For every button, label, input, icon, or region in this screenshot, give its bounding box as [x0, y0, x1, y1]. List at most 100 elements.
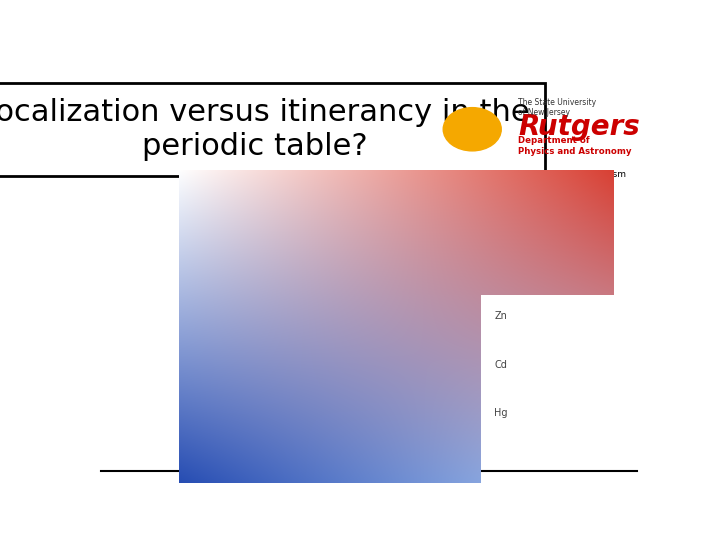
Text: Hf: Hf [266, 408, 277, 418]
Text: Nd: Nd [287, 215, 300, 225]
Text: Pm: Pm [311, 215, 327, 225]
Text: La: La [210, 215, 221, 225]
Text: W: W [325, 408, 336, 418]
Text: Er: Er [495, 215, 505, 225]
Text: Ba: Ba [209, 408, 222, 418]
Text: Sr: Sr [210, 360, 220, 369]
Wedge shape [472, 102, 505, 129]
Text: Mo: Mo [323, 360, 338, 369]
Wedge shape [449, 129, 472, 161]
Wedge shape [460, 129, 472, 163]
Text: Magnetism: Magnetism [563, 170, 626, 196]
Text: Rh: Rh [411, 360, 425, 369]
Text: Fe: Fe [383, 312, 395, 321]
Text: No: No [546, 263, 559, 273]
Text: Ta: Ta [296, 408, 307, 418]
Text: Tm: Tm [519, 215, 534, 225]
Text: Re: Re [354, 408, 366, 418]
Text: Pa: Pa [261, 263, 273, 273]
Text: Cm: Cm [389, 263, 405, 273]
Text: Gd: Gd [390, 215, 404, 225]
Text: Ho: Ho [468, 215, 481, 225]
Text: Tc: Tc [355, 360, 364, 369]
Text: Au: Au [468, 408, 481, 418]
Text: Cr: Cr [325, 312, 336, 321]
Text: Nb: Nb [294, 360, 308, 369]
Wedge shape [472, 129, 515, 146]
Text: Rutgers: Rutgers [518, 113, 640, 141]
Text: Th: Th [235, 263, 248, 273]
Text: Es: Es [469, 263, 480, 273]
Text: 3d: 3d [184, 312, 196, 321]
Wedge shape [428, 129, 472, 143]
Wedge shape [472, 96, 484, 129]
Text: Bk: Bk [417, 263, 429, 273]
Text: 5f: 5f [184, 263, 194, 273]
Text: Os: Os [382, 408, 395, 418]
Text: Ru: Ru [382, 360, 395, 369]
Wedge shape [440, 129, 472, 156]
Text: Y: Y [240, 360, 246, 369]
Text: Sm: Sm [337, 215, 353, 225]
Text: Lu: Lu [572, 215, 584, 225]
Text: Hg: Hg [494, 408, 508, 418]
Text: Dy: Dy [442, 215, 456, 225]
Text: Ag: Ag [468, 360, 481, 369]
Circle shape [444, 107, 501, 151]
Text: Mn: Mn [352, 312, 367, 321]
Wedge shape [436, 105, 472, 129]
Wedge shape [430, 112, 472, 129]
Text: Localization versus itinerancy in the
periodic table?: Localization versus itinerancy in the pe… [0, 98, 530, 160]
Text: Zr: Zr [267, 360, 277, 369]
Text: Tb: Tb [417, 215, 429, 225]
Text: Ir: Ir [415, 408, 421, 418]
Text: Partially filled shell: Partially filled shell [354, 178, 440, 187]
Wedge shape [426, 129, 472, 134]
Text: Lu: Lu [237, 408, 248, 418]
Wedge shape [472, 125, 518, 129]
Wedge shape [472, 116, 516, 129]
Wedge shape [472, 129, 500, 159]
Text: Ac: Ac [210, 263, 221, 273]
Text: Eu: Eu [365, 215, 377, 225]
Wedge shape [472, 129, 478, 163]
Text: Cu: Cu [468, 312, 481, 321]
Text: 4f: 4f [185, 215, 194, 225]
Text: Superconductivity: Superconductivity [254, 441, 337, 464]
Text: Np: Np [312, 263, 326, 273]
Wedge shape [444, 100, 472, 129]
Wedge shape [472, 129, 490, 162]
Text: Sc: Sc [237, 312, 248, 321]
Text: Ca: Ca [209, 312, 222, 321]
Text: The State University
of New Jersey: The State University of New Jersey [518, 98, 596, 117]
Text: Cd: Cd [494, 360, 507, 369]
Wedge shape [427, 120, 472, 129]
Text: V: V [298, 312, 305, 321]
Text: Lr: Lr [574, 263, 583, 273]
Wedge shape [433, 129, 472, 150]
Text: Ni: Ni [442, 312, 452, 321]
Wedge shape [472, 98, 495, 129]
Text: Am: Am [363, 263, 379, 273]
Wedge shape [472, 129, 508, 153]
Wedge shape [472, 109, 512, 129]
Wedge shape [455, 96, 472, 129]
Text: Pd: Pd [441, 360, 453, 369]
Text: Pt: Pt [442, 408, 452, 418]
Wedge shape [467, 95, 472, 129]
Text: Co: Co [412, 312, 424, 321]
Text: 5d: 5d [184, 408, 196, 418]
Text: Cf: Cf [444, 263, 454, 273]
Text: Ce: Ce [235, 215, 248, 225]
Text: Pr: Pr [262, 215, 272, 225]
Text: 4d: 4d [184, 360, 196, 369]
Text: Md: Md [519, 263, 534, 273]
Wedge shape [472, 129, 518, 138]
Text: Zn: Zn [494, 312, 507, 321]
Text: Yb: Yb [546, 215, 559, 225]
Text: Pu: Pu [339, 263, 351, 273]
Text: Ti: Ti [268, 312, 276, 321]
Text: Department of
Physics and Astronomy: Department of Physics and Astronomy [518, 136, 631, 156]
Text: U: U [289, 263, 297, 273]
Text: Fm: Fm [493, 263, 508, 273]
